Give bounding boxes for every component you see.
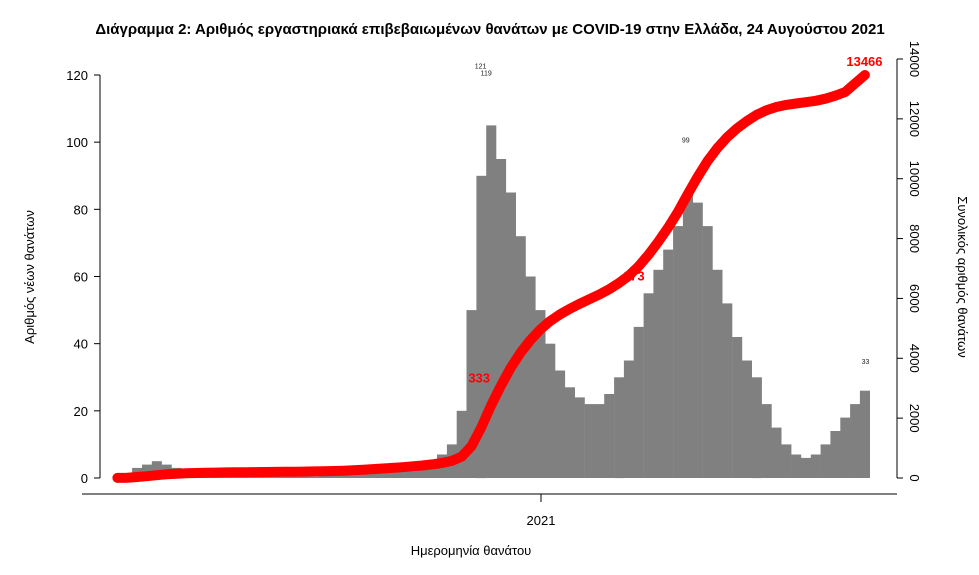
bar <box>702 226 713 478</box>
left-tick-label: 60 <box>74 270 88 285</box>
x-axis: 2021 <box>82 493 897 528</box>
right-tick-label: 4000 <box>907 344 922 373</box>
bar-value-label: 99 <box>682 138 690 145</box>
right-y-axis: 0 2000 4000 6000 8000 10000 12000 14000 <box>896 41 922 482</box>
y2-axis-label: Συνολικός αριθμός θανάτων <box>955 196 970 357</box>
right-tick-label: 8000 <box>907 224 922 253</box>
bar <box>250 476 261 478</box>
bar-value-label: 121 <box>475 64 487 71</box>
bar <box>555 370 566 478</box>
right-tick-label: 6000 <box>907 284 922 313</box>
bar <box>830 431 841 478</box>
bar <box>663 249 674 478</box>
left-tick-label: 40 <box>74 337 88 352</box>
cumulative-annotation: 13466 <box>846 54 882 69</box>
bar <box>584 404 595 478</box>
bar <box>594 404 605 478</box>
bar <box>850 404 861 478</box>
bar <box>289 476 300 478</box>
bar-value-label: 33 <box>862 359 870 366</box>
bar <box>387 467 398 478</box>
left-tick-label: 0 <box>81 471 88 486</box>
bar <box>427 461 438 478</box>
chart-title: Διάγραμμα 2: Αριθμός εργαστηριακά επιβεβ… <box>95 21 884 38</box>
bar <box>564 387 575 478</box>
right-tick-label: 12000 <box>907 101 922 137</box>
bar <box>751 377 762 479</box>
right-tick-label: 10000 <box>907 161 922 197</box>
bar <box>692 202 703 478</box>
bar <box>299 476 310 478</box>
x-tick-label: 2021 <box>527 513 556 528</box>
bar <box>545 343 556 478</box>
bar-series <box>112 125 870 479</box>
left-tick-label: 20 <box>74 404 88 419</box>
bar <box>456 410 467 478</box>
right-tick-label: 0 <box>907 474 922 481</box>
y-axis-label: Αριθμός νέων θανάτων <box>22 210 37 344</box>
x-axis-label: Ημερομηνία θανάτου <box>411 543 532 558</box>
bar <box>712 269 723 478</box>
bar <box>496 159 507 478</box>
bar <box>643 293 654 478</box>
bar <box>791 454 802 478</box>
bar <box>623 360 634 478</box>
bar <box>486 125 497 479</box>
bar <box>741 360 752 478</box>
bar <box>309 476 320 478</box>
left-tick-label: 120 <box>66 68 88 83</box>
bar <box>653 269 664 478</box>
right-tick-label: 14000 <box>907 41 922 77</box>
bar <box>260 476 271 478</box>
bar <box>604 394 615 478</box>
bar <box>633 326 644 478</box>
bar <box>859 390 870 478</box>
bar <box>535 310 546 478</box>
bar-value-label: 119 <box>481 70 492 77</box>
left-y-axis: 0 20 40 60 80 100 120 <box>66 68 101 486</box>
left-tick-label: 100 <box>66 135 88 150</box>
bar <box>682 192 693 478</box>
bar <box>614 377 625 479</box>
bar <box>151 461 162 478</box>
bar <box>466 310 477 478</box>
bar <box>722 303 733 478</box>
bar <box>771 427 782 478</box>
bar <box>761 404 772 478</box>
cumulative-annotation: 333 <box>468 370 490 385</box>
left-tick-label: 80 <box>74 202 88 217</box>
bar <box>417 464 428 478</box>
bar <box>820 444 831 478</box>
bar <box>840 417 851 478</box>
right-tick-label: 2000 <box>907 404 922 433</box>
bar <box>279 476 290 478</box>
bar <box>574 397 585 478</box>
cumulative-line <box>112 70 870 483</box>
bar <box>732 337 743 478</box>
bar <box>505 192 516 478</box>
bar <box>673 226 684 478</box>
bar <box>476 175 487 479</box>
bar <box>525 276 536 478</box>
bar <box>319 474 330 478</box>
bar <box>781 444 792 478</box>
bar <box>800 457 811 478</box>
bar <box>269 476 280 478</box>
bar <box>810 454 821 478</box>
bar <box>328 474 339 478</box>
